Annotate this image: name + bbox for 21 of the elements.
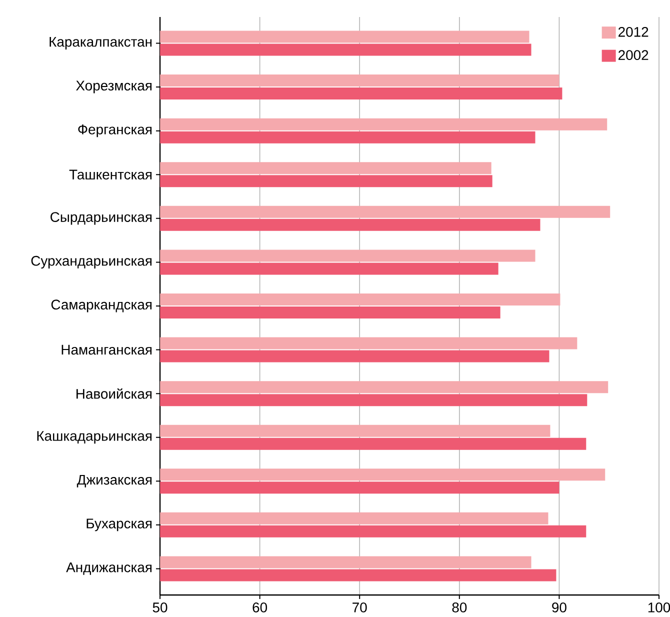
y-tick-label: Ташкентская — [69, 170, 152, 180]
x-tick-label: 80 — [452, 602, 467, 612]
x-tick-label: 100 — [648, 602, 670, 612]
legend-label: 2002 — [618, 50, 648, 60]
y-tick-label: Ферганская — [78, 124, 152, 138]
y-tick-label: Сырдарьинская — [50, 212, 152, 225]
x-tick-label: 70 — [352, 602, 367, 612]
legend-label: 2012 — [618, 26, 648, 37]
y-tick-label: Андижанская — [66, 562, 152, 575]
x-tick-label: 90 — [552, 602, 566, 612]
x-tick-label: 50 — [152, 602, 168, 612]
y-tick-label: Навоийская — [76, 388, 152, 399]
y-tick-label: Самаркандская — [51, 300, 152, 312]
x-tick-label: 60 — [252, 602, 268, 612]
y-tick-label: Каракалпакстан — [50, 37, 152, 50]
y-tick-label: Наманганская — [62, 344, 152, 355]
y-tick-label: Хорезмская — [76, 80, 152, 94]
y-tick-label: Сурхандарьинская — [31, 256, 152, 269]
y-tick-label: Кашкадарьинская — [37, 431, 152, 444]
y-tick-label: Джизакская — [76, 474, 152, 488]
y-tick-label: Бухарская — [86, 518, 152, 532]
